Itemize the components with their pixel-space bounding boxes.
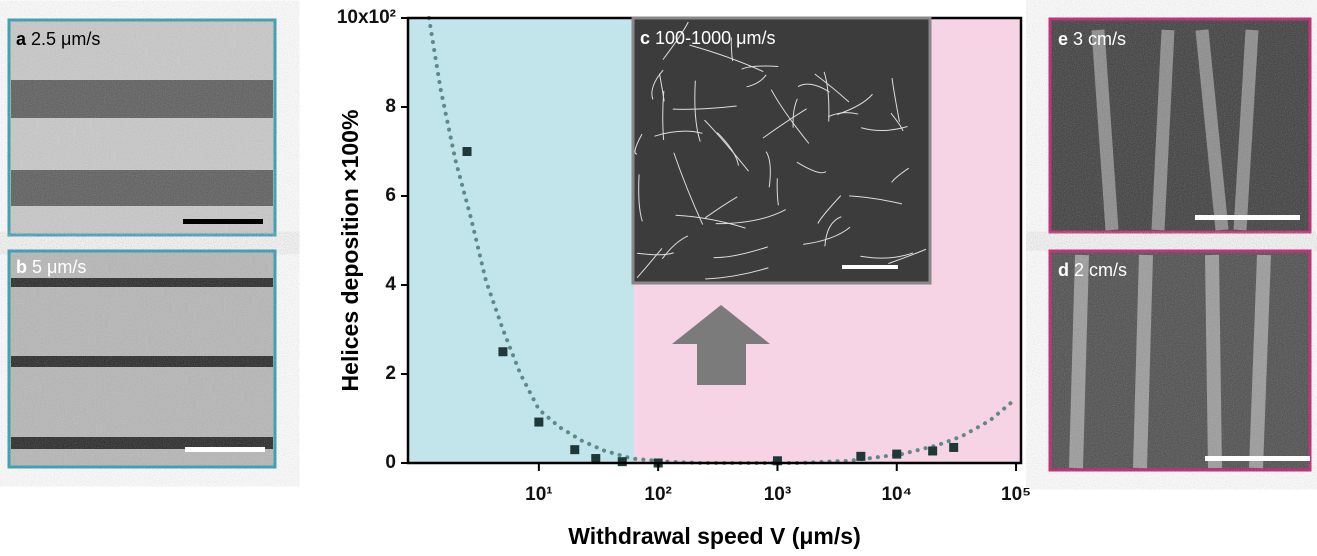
fiber [716,132,739,166]
fiber [634,133,643,155]
fiber [891,167,909,183]
fiber [891,78,900,122]
y-tick-label: 8 [385,96,396,117]
panel-b: b 5 μm/s [7,249,277,469]
panel-a: a 2.5 μm/s [7,18,277,237]
fiber [689,44,764,73]
fiber [651,69,664,100]
fiber [705,267,769,280]
fiber [730,37,734,62]
y-tick-label: 0 [385,452,396,473]
fiber [741,65,779,70]
fiber [776,178,779,206]
fiber [792,98,798,128]
fiber [824,216,842,247]
svg-text:c 100-1000 μm/s: c 100-1000 μm/s [640,28,775,48]
panel-label: 2 cm/s [1074,260,1127,280]
svg-text:a 2.5 μm/s: a 2.5 μm/s [16,29,100,49]
fiber [860,252,914,259]
marker [949,442,959,452]
x-axis-label: Withdrawal speed V (μm/s) [568,523,860,549]
fiber [796,161,827,174]
y-tick-label: 6 [385,185,396,206]
fit-line [427,16,1019,465]
fiber [817,195,842,224]
fiber [888,248,927,265]
x-tick-label: 10¹ [525,484,552,505]
fiber [675,214,746,229]
x-tick-label: 10⁴ [881,484,912,505]
fiber [662,21,689,60]
panel-label: 2.5 μm/s [31,29,100,49]
marker [617,457,627,467]
panel-letter: d [1058,260,1069,280]
fiber [636,252,674,256]
panel-letter: c [640,28,650,48]
fiber [797,83,830,93]
fiber [638,174,643,222]
fiber [770,89,810,144]
fiber [661,235,689,260]
marker [856,451,866,461]
svg-text:b 5 μm/s: b 5 μm/s [16,257,86,277]
marker [928,446,938,456]
panel-label: 100-1000 μm/s [655,28,775,48]
fiber [890,112,904,132]
x-tick-label: 10³ [764,484,791,505]
fiber [765,151,771,188]
panel-d: d 2 cm/s [1048,249,1312,472]
fiber [704,196,738,219]
panel-label: 3 cm/s [1073,29,1126,49]
fiber [672,105,737,110]
fiber [713,246,768,259]
panel-label: 5 μm/s [32,257,86,277]
fiber [636,248,663,279]
fiber [861,126,908,131]
x-tick-label: 10² [644,484,671,505]
svg-text:d 2 cm/s: d 2 cm/s [1058,260,1127,280]
panel-letter: b [16,257,27,277]
marker [772,456,782,466]
panel-letter: a [16,29,27,49]
panel-c: c 100-1000 μm/s [631,16,932,385]
y-axis-label: Helices deposition ×100% [337,110,363,392]
fiber [704,119,749,172]
arrow [672,305,770,385]
fiber [654,130,703,137]
fiber [849,195,903,205]
y-tick-label: 4 [385,274,396,295]
y-tick-label: 10x10² [337,7,396,28]
fiber [762,108,807,139]
fiber [814,73,850,103]
fiber [659,73,665,102]
svg-text:e 3 cm/s: e 3 cm/s [1058,29,1126,49]
marker [591,454,601,464]
marker [498,347,508,357]
marker [462,147,472,156]
marker [534,417,544,427]
fiber [837,93,873,115]
fiber [746,74,767,88]
marker [892,449,902,459]
x-tick-label: 10⁵ [1001,484,1031,505]
y-tick-label: 2 [385,363,396,384]
panel-letter: e [1058,29,1068,49]
shaded-region [408,18,635,463]
fiber [803,226,851,245]
panel-e: e 3 cm/s [1048,17,1312,234]
fiber [694,80,701,142]
fiber [715,209,787,225]
marker [570,445,580,455]
